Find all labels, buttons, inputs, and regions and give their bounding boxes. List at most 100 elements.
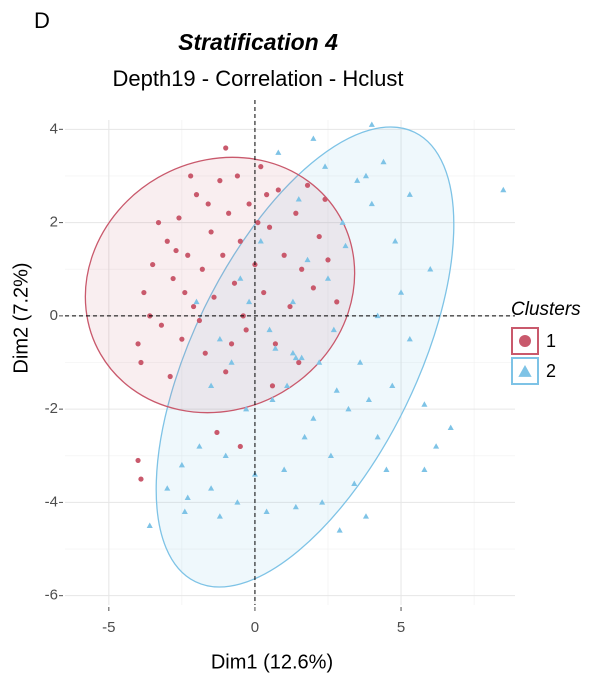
point [281, 252, 287, 258]
point [199, 266, 205, 272]
x-tick-label: 5 [397, 619, 405, 636]
point [272, 341, 278, 347]
point [216, 335, 223, 342]
point [406, 335, 413, 342]
legend: 12 [511, 327, 556, 385]
cluster-2-ellipse [155, 126, 455, 588]
point [205, 201, 211, 207]
point [339, 219, 346, 225]
point [234, 499, 241, 505]
point [220, 252, 226, 258]
chart-subtitle: Depth19 - Correlation - Hclust [112, 66, 403, 91]
point [243, 327, 249, 333]
legend-title: Clusters [511, 299, 581, 320]
point [138, 476, 144, 482]
point [295, 196, 302, 202]
point [138, 359, 144, 366]
legend-symbol [518, 365, 532, 377]
point [298, 354, 305, 361]
point [293, 210, 299, 216]
point [374, 312, 381, 319]
point [185, 252, 191, 258]
points [135, 121, 507, 533]
point [289, 298, 296, 305]
point [368, 121, 375, 127]
point [228, 341, 235, 347]
point [146, 522, 153, 528]
point [324, 275, 332, 281]
y-tick-label: 2 [50, 214, 58, 231]
point [316, 359, 323, 365]
point [292, 503, 299, 510]
y-tick-label: 0 [50, 307, 58, 324]
point [214, 429, 220, 436]
point [304, 182, 311, 188]
point [167, 373, 173, 380]
point [421, 401, 428, 407]
point [193, 192, 200, 198]
point [190, 303, 197, 310]
y-tick-label: -2 [45, 400, 58, 417]
point [223, 145, 229, 151]
point [296, 359, 302, 366]
point [365, 396, 372, 403]
point [275, 149, 282, 155]
point [284, 382, 291, 389]
point [433, 443, 440, 449]
point [216, 513, 223, 519]
x-axis-title: Dim1 (12.6%) [211, 651, 333, 673]
point [427, 266, 434, 272]
point [362, 513, 370, 519]
point [246, 201, 252, 207]
point [179, 336, 185, 342]
point [237, 275, 244, 281]
point [310, 285, 316, 291]
point [334, 299, 340, 305]
point [330, 326, 337, 333]
point [184, 494, 191, 500]
point [255, 219, 261, 226]
point [500, 186, 507, 193]
point [301, 433, 308, 440]
point [223, 369, 229, 375]
x-tick-label: -5 [102, 619, 115, 636]
point [202, 350, 208, 356]
point [266, 326, 273, 333]
point [178, 461, 185, 468]
point [164, 485, 171, 491]
point [374, 433, 381, 440]
point [269, 396, 276, 403]
y-tick-label: -4 [45, 493, 58, 510]
point [289, 349, 296, 356]
point [380, 158, 387, 165]
point [275, 187, 281, 193]
point [342, 242, 349, 249]
legend-symbol [519, 335, 531, 347]
point [258, 164, 264, 170]
legend-label: 2 [546, 361, 556, 381]
point [182, 289, 188, 296]
point [368, 200, 375, 207]
point [266, 224, 273, 230]
point [176, 215, 182, 221]
point [170, 275, 176, 282]
point [327, 452, 334, 459]
point [243, 405, 250, 412]
point [362, 172, 370, 179]
point [222, 452, 229, 459]
axes: -5 0 5 4 2 0 -2 -4 -6 [45, 100, 515, 636]
point [304, 256, 311, 263]
point [135, 457, 141, 464]
point [208, 382, 215, 389]
x-tick-label: 0 [251, 619, 259, 636]
point [208, 485, 215, 491]
point [287, 303, 293, 310]
point [231, 280, 238, 286]
point [310, 135, 317, 141]
point [208, 229, 214, 235]
point [406, 191, 413, 197]
chart-title: Stratification 4 [178, 29, 338, 55]
point [193, 298, 200, 305]
point [325, 257, 331, 263]
point [392, 238, 399, 244]
